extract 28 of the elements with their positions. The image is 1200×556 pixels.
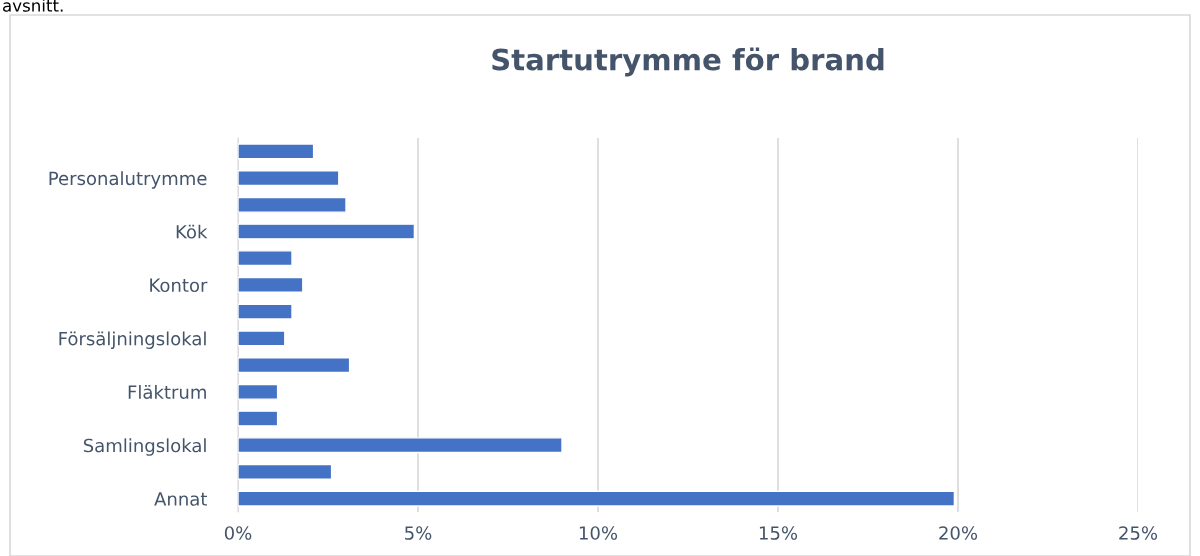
y-tick-label: Försäljningslokal <box>59 331 206 349</box>
bar <box>238 250 293 267</box>
y-tick-label: Kontor <box>150 278 208 293</box>
bar <box>238 303 293 320</box>
bar <box>238 143 315 160</box>
bar <box>238 170 340 187</box>
bar <box>238 437 563 454</box>
bar <box>238 330 286 347</box>
chart-title: Startutrymme för brand <box>492 47 884 77</box>
bar <box>238 276 304 293</box>
x-tick-label: 10% <box>579 526 618 540</box>
bar <box>238 196 347 213</box>
bar <box>238 223 416 240</box>
x-tick-label: 25% <box>1119 526 1158 540</box>
bar <box>238 357 351 374</box>
x-tick-label: 15% <box>759 526 798 540</box>
y-tick-label: Samlingslokal <box>83 438 206 456</box>
x-tick-label: 5% <box>405 526 432 540</box>
bar <box>238 383 279 400</box>
y-tick-label: Fläktrum <box>128 384 206 399</box>
bar <box>238 490 956 507</box>
x-tick-label: 0% <box>224 526 252 540</box>
y-tick-label: Personalutrymme <box>49 171 207 189</box>
bar <box>238 410 279 427</box>
y-tick-label: Annat <box>154 492 208 506</box>
bar <box>238 463 333 480</box>
x-tick-label: 20% <box>939 526 978 540</box>
y-tick-label: Kök <box>176 224 208 239</box>
